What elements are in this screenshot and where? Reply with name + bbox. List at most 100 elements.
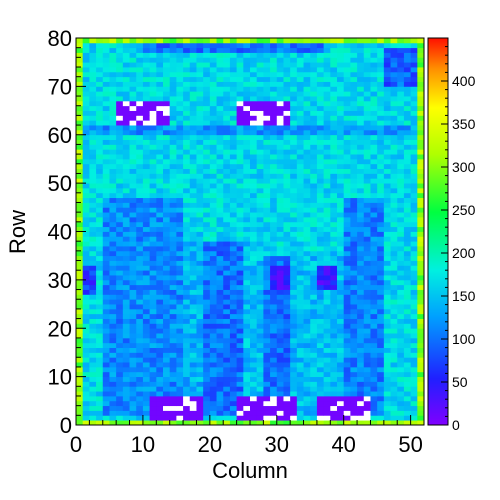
heatmap-cell — [296, 279, 304, 286]
heatmap-cell — [149, 71, 157, 78]
heatmap-cell — [417, 216, 425, 223]
heatmap-cell — [390, 216, 398, 223]
heatmap-cell — [223, 105, 231, 111]
heatmap-cell — [276, 86, 284, 92]
heatmap-cell — [316, 105, 325, 111]
heatmap-cell — [156, 270, 164, 276]
heatmap-cell — [183, 134, 191, 140]
heatmap-cell — [290, 265, 298, 271]
heatmap-cell — [276, 304, 284, 310]
heatmap-cell — [296, 386, 304, 392]
heatmap-cell — [169, 163, 177, 170]
heatmap-cell — [89, 212, 97, 218]
heatmap-cell — [323, 187, 331, 194]
heatmap-cell — [316, 96, 325, 102]
heatmap-cell — [96, 96, 104, 102]
heatmap-cell — [102, 246, 110, 252]
heatmap-cell — [209, 270, 217, 276]
heatmap-cell — [310, 192, 318, 199]
heatmap-cell — [196, 410, 204, 416]
heatmap-cell — [189, 125, 197, 131]
heatmap-cell — [316, 125, 325, 131]
heatmap-cell — [142, 149, 151, 155]
heatmap-cell — [116, 333, 124, 339]
heatmap-cell — [76, 241, 84, 247]
heatmap-cell — [410, 362, 418, 368]
heatmap-cell — [350, 313, 358, 319]
heatmap-cell — [96, 226, 104, 232]
heatmap-cell — [129, 125, 137, 131]
heatmap-cell — [156, 52, 164, 58]
heatmap-cell — [96, 420, 104, 426]
heatmap-cell — [290, 154, 298, 160]
heatmap-cell — [263, 163, 271, 170]
heatmap-cell — [203, 289, 211, 295]
heatmap-cell — [263, 168, 271, 174]
heatmap-cell — [109, 226, 117, 232]
heatmap-cell — [209, 241, 217, 247]
heatmap-cell — [303, 352, 311, 358]
heatmap-cell — [122, 158, 130, 165]
heatmap-cell — [390, 192, 398, 199]
heatmap-cell — [303, 241, 311, 247]
heatmap-cell — [290, 250, 298, 257]
heatmap-cell — [129, 71, 137, 78]
heatmap-cell — [142, 323, 151, 329]
heatmap-cell — [283, 260, 291, 266]
heatmap-cell — [276, 395, 284, 402]
heatmap-cell — [296, 154, 304, 160]
heatmap-cell — [196, 221, 204, 228]
heatmap-cell — [256, 289, 264, 295]
heatmap-cell — [263, 395, 271, 402]
heatmap-cell — [176, 86, 184, 92]
heatmap-cell — [370, 197, 378, 203]
heatmap-cell — [223, 420, 231, 426]
heatmap-cell — [163, 115, 171, 121]
heatmap-cell — [350, 96, 358, 102]
heatmap-cell — [109, 386, 117, 392]
heatmap-cell — [303, 260, 311, 266]
heatmap-cell — [236, 163, 244, 170]
heatmap-cell — [343, 158, 351, 165]
heatmap-cell — [390, 105, 398, 111]
heatmap-cell — [196, 386, 204, 392]
heatmap-cell — [82, 139, 90, 145]
heatmap-cell — [229, 216, 238, 223]
heatmap-cell — [209, 226, 217, 232]
heatmap-cell — [343, 289, 351, 295]
heatmap-cell — [383, 110, 391, 116]
heatmap-cell — [209, 304, 217, 310]
heatmap-cell — [330, 62, 338, 68]
heatmap-cell — [189, 158, 197, 165]
heatmap-cell — [209, 279, 217, 286]
heatmap-cell — [176, 212, 184, 218]
heatmap-cell — [390, 357, 398, 363]
heatmap-cell — [129, 192, 137, 199]
heatmap-cell — [403, 371, 412, 378]
heatmap-cell — [296, 91, 304, 97]
heatmap-cell — [343, 149, 351, 155]
heatmap-cell — [343, 76, 351, 82]
heatmap-cell — [96, 183, 104, 189]
heatmap-cell — [156, 241, 164, 247]
heatmap-cell — [357, 221, 365, 228]
heatmap-cell — [343, 216, 351, 223]
heatmap-cell — [337, 197, 345, 203]
heatmap-cell — [390, 323, 398, 329]
heatmap-cell — [410, 149, 418, 155]
heatmap-cell — [397, 139, 405, 145]
heatmap-cell — [350, 115, 358, 121]
heatmap-cell — [330, 207, 338, 213]
heatmap-cell — [156, 38, 164, 44]
heatmap-cell — [250, 134, 258, 140]
heatmap-cell — [397, 405, 405, 411]
heatmap-cell — [116, 420, 124, 426]
heatmap-cell — [250, 279, 258, 286]
heatmap-cell — [156, 168, 164, 174]
heatmap-cell — [343, 371, 351, 378]
heatmap-cell — [310, 381, 318, 387]
heatmap-cell — [189, 333, 197, 339]
heatmap-cell — [410, 241, 418, 247]
heatmap-cell — [236, 38, 244, 44]
heatmap-cell — [82, 120, 90, 126]
